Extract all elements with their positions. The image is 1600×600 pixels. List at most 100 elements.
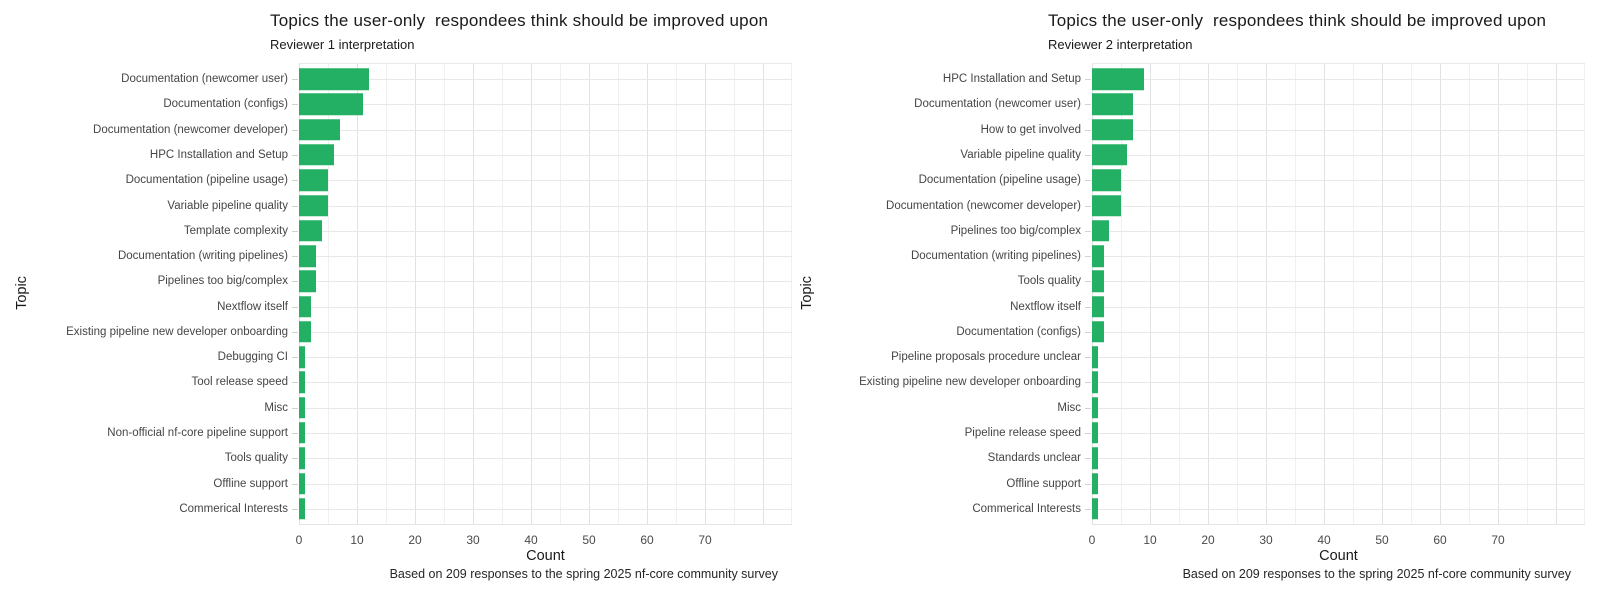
- category-row: Tools quality: [1018, 269, 1585, 294]
- x-gridline: [1266, 64, 1267, 524]
- category-label: Nextflow itself: [1010, 300, 1081, 313]
- x-gridline: [618, 64, 619, 524]
- bar: [1092, 144, 1127, 166]
- y-gridline: [1092, 205, 1585, 207]
- y-axis-title: Topic: [799, 276, 815, 310]
- bar: [299, 118, 340, 141]
- category-row: How to get involved: [981, 117, 1585, 142]
- y-tick-mark: [292, 432, 298, 434]
- chart-caption: Based on 209 responses to the spring 202…: [389, 567, 778, 581]
- bar: [1092, 68, 1145, 90]
- plot-panel: HPC Installation and Setup Documentation …: [859, 63, 1585, 525]
- y-tick-mark: [292, 407, 298, 409]
- category-label: Nextflow itself: [217, 300, 288, 313]
- bar: [299, 396, 305, 419]
- y-tick-mark: [292, 180, 298, 182]
- category-label: Misc: [264, 401, 288, 414]
- y-gridline: [1092, 508, 1585, 510]
- category-row: Non-official nf-core pipeline support: [107, 420, 792, 445]
- x-tick-label: 70: [698, 533, 712, 547]
- y-gridline: [299, 281, 792, 283]
- bar: [1092, 194, 1121, 217]
- y-tick-mark: [1085, 458, 1091, 460]
- category-row: Documentation (pipeline usage): [126, 168, 792, 193]
- category-row: Misc: [264, 395, 792, 420]
- category-label: Offline support: [1006, 477, 1081, 490]
- x-tick-label: 10: [1143, 533, 1157, 547]
- x-tick-label: 0: [295, 533, 303, 547]
- x-tick-label: 20: [1201, 533, 1215, 547]
- x-gridline: [1092, 64, 1093, 524]
- y-gridline: [1092, 180, 1585, 182]
- category-row: Variable pipeline quality: [960, 142, 1585, 167]
- bar: [1092, 270, 1104, 293]
- y-tick-mark: [1085, 256, 1091, 258]
- x-axis-ticks: 0 10 20 30 40 50 60 70: [296, 533, 792, 549]
- y-tick-mark: [292, 281, 298, 283]
- x-gridline: [1411, 64, 1412, 524]
- category-row: Documentation (newcomer user): [914, 92, 1585, 117]
- y-gridline: [299, 104, 792, 106]
- category-label: Tools quality: [1017, 275, 1081, 288]
- x-gridline: [444, 64, 445, 524]
- category-row: Pipelines too big/complex: [951, 218, 1585, 243]
- chart-subtitle: Reviewer 2 interpretation: [1048, 37, 1193, 52]
- x-gridline: [1527, 64, 1528, 524]
- y-gridline: [1092, 306, 1585, 308]
- y-gridline: [1092, 331, 1585, 333]
- bar: [1092, 220, 1110, 242]
- category-label: Documentation (writing pipelines): [910, 250, 1081, 263]
- category-label: Existing pipeline new developer onboardi…: [859, 376, 1081, 389]
- x-tick-label: 70: [1491, 533, 1505, 547]
- category-label: Documentation (pipeline usage): [125, 174, 288, 187]
- y-tick-mark: [292, 357, 298, 359]
- category-label: HPC Installation and Setup: [149, 148, 288, 161]
- y-tick-mark: [292, 104, 298, 106]
- x-gridline: [1382, 64, 1383, 524]
- y-gridline: [299, 129, 792, 131]
- y-tick-mark: [1085, 129, 1091, 131]
- x-gridline: [1353, 64, 1354, 524]
- category-row: Nextflow itself: [217, 294, 792, 319]
- category-row: Documentation (newcomer user): [121, 67, 792, 92]
- chart-title: Topics the user-only respondees think sh…: [1048, 11, 1547, 30]
- category-label: Commerical Interests: [179, 502, 288, 515]
- y-tick-mark: [292, 230, 298, 232]
- bar: [299, 498, 305, 520]
- x-gridline: [1498, 64, 1499, 524]
- category-label: How to get involved: [980, 123, 1081, 136]
- y-tick-mark: [1085, 407, 1091, 409]
- bar: [299, 295, 311, 318]
- category-label: Commerical Interests: [972, 502, 1081, 515]
- y-tick-mark: [292, 154, 298, 156]
- category-row: Pipelines too big/complex: [158, 269, 792, 294]
- x-gridline: [1179, 64, 1180, 524]
- x-gridline: [357, 64, 358, 524]
- bar: [1092, 118, 1133, 141]
- x-gridline: [1556, 64, 1557, 524]
- x-gridline: [1150, 64, 1151, 524]
- bar: [1092, 169, 1121, 191]
- y-gridline: [299, 180, 792, 182]
- y-tick-mark: [1085, 79, 1091, 81]
- category-row: Standards unclear: [988, 446, 1585, 471]
- category-label: Documentation (newcomer developer): [886, 199, 1081, 212]
- category-row: Pipeline release speed: [965, 420, 1585, 445]
- category-label: HPC Installation and Setup: [942, 73, 1081, 86]
- chart-subtitle: Reviewer 1 interpretation: [270, 37, 415, 52]
- chart-title: Topics the user-only respondees think sh…: [270, 11, 769, 30]
- x-tick-label: 60: [1433, 533, 1447, 547]
- category-label: Tool release speed: [191, 376, 288, 389]
- y-gridline: [1092, 230, 1585, 232]
- y-tick-mark: [292, 129, 298, 131]
- x-gridline: [328, 64, 329, 524]
- y-tick-mark: [292, 306, 298, 308]
- category-label: Template complexity: [183, 224, 288, 237]
- y-tick-mark: [1085, 230, 1091, 232]
- y-tick-mark: [1085, 483, 1091, 485]
- y-gridline: [1092, 407, 1585, 409]
- category-label: Documentation (configs): [956, 325, 1081, 338]
- y-tick-mark: [292, 79, 298, 81]
- plot-panel: Documentation (newcomer user) Documentati…: [66, 63, 792, 525]
